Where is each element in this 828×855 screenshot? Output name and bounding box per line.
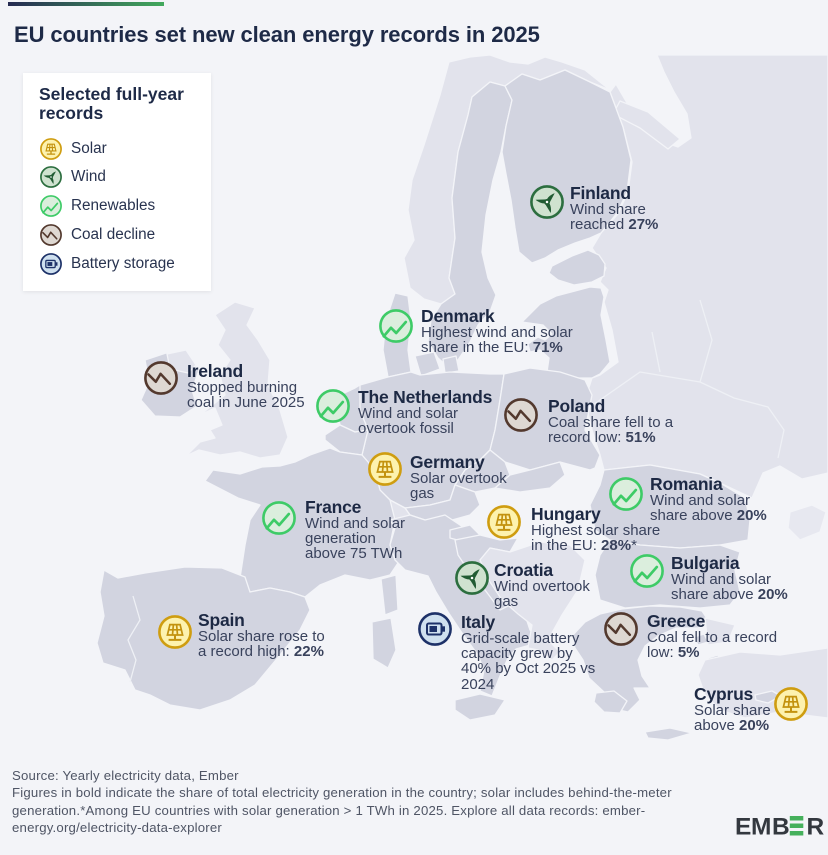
svg-text:R: R bbox=[807, 814, 825, 838]
svg-text:E: E bbox=[735, 814, 751, 838]
svg-text:B: B bbox=[772, 814, 790, 838]
svg-text:M: M bbox=[751, 814, 771, 838]
